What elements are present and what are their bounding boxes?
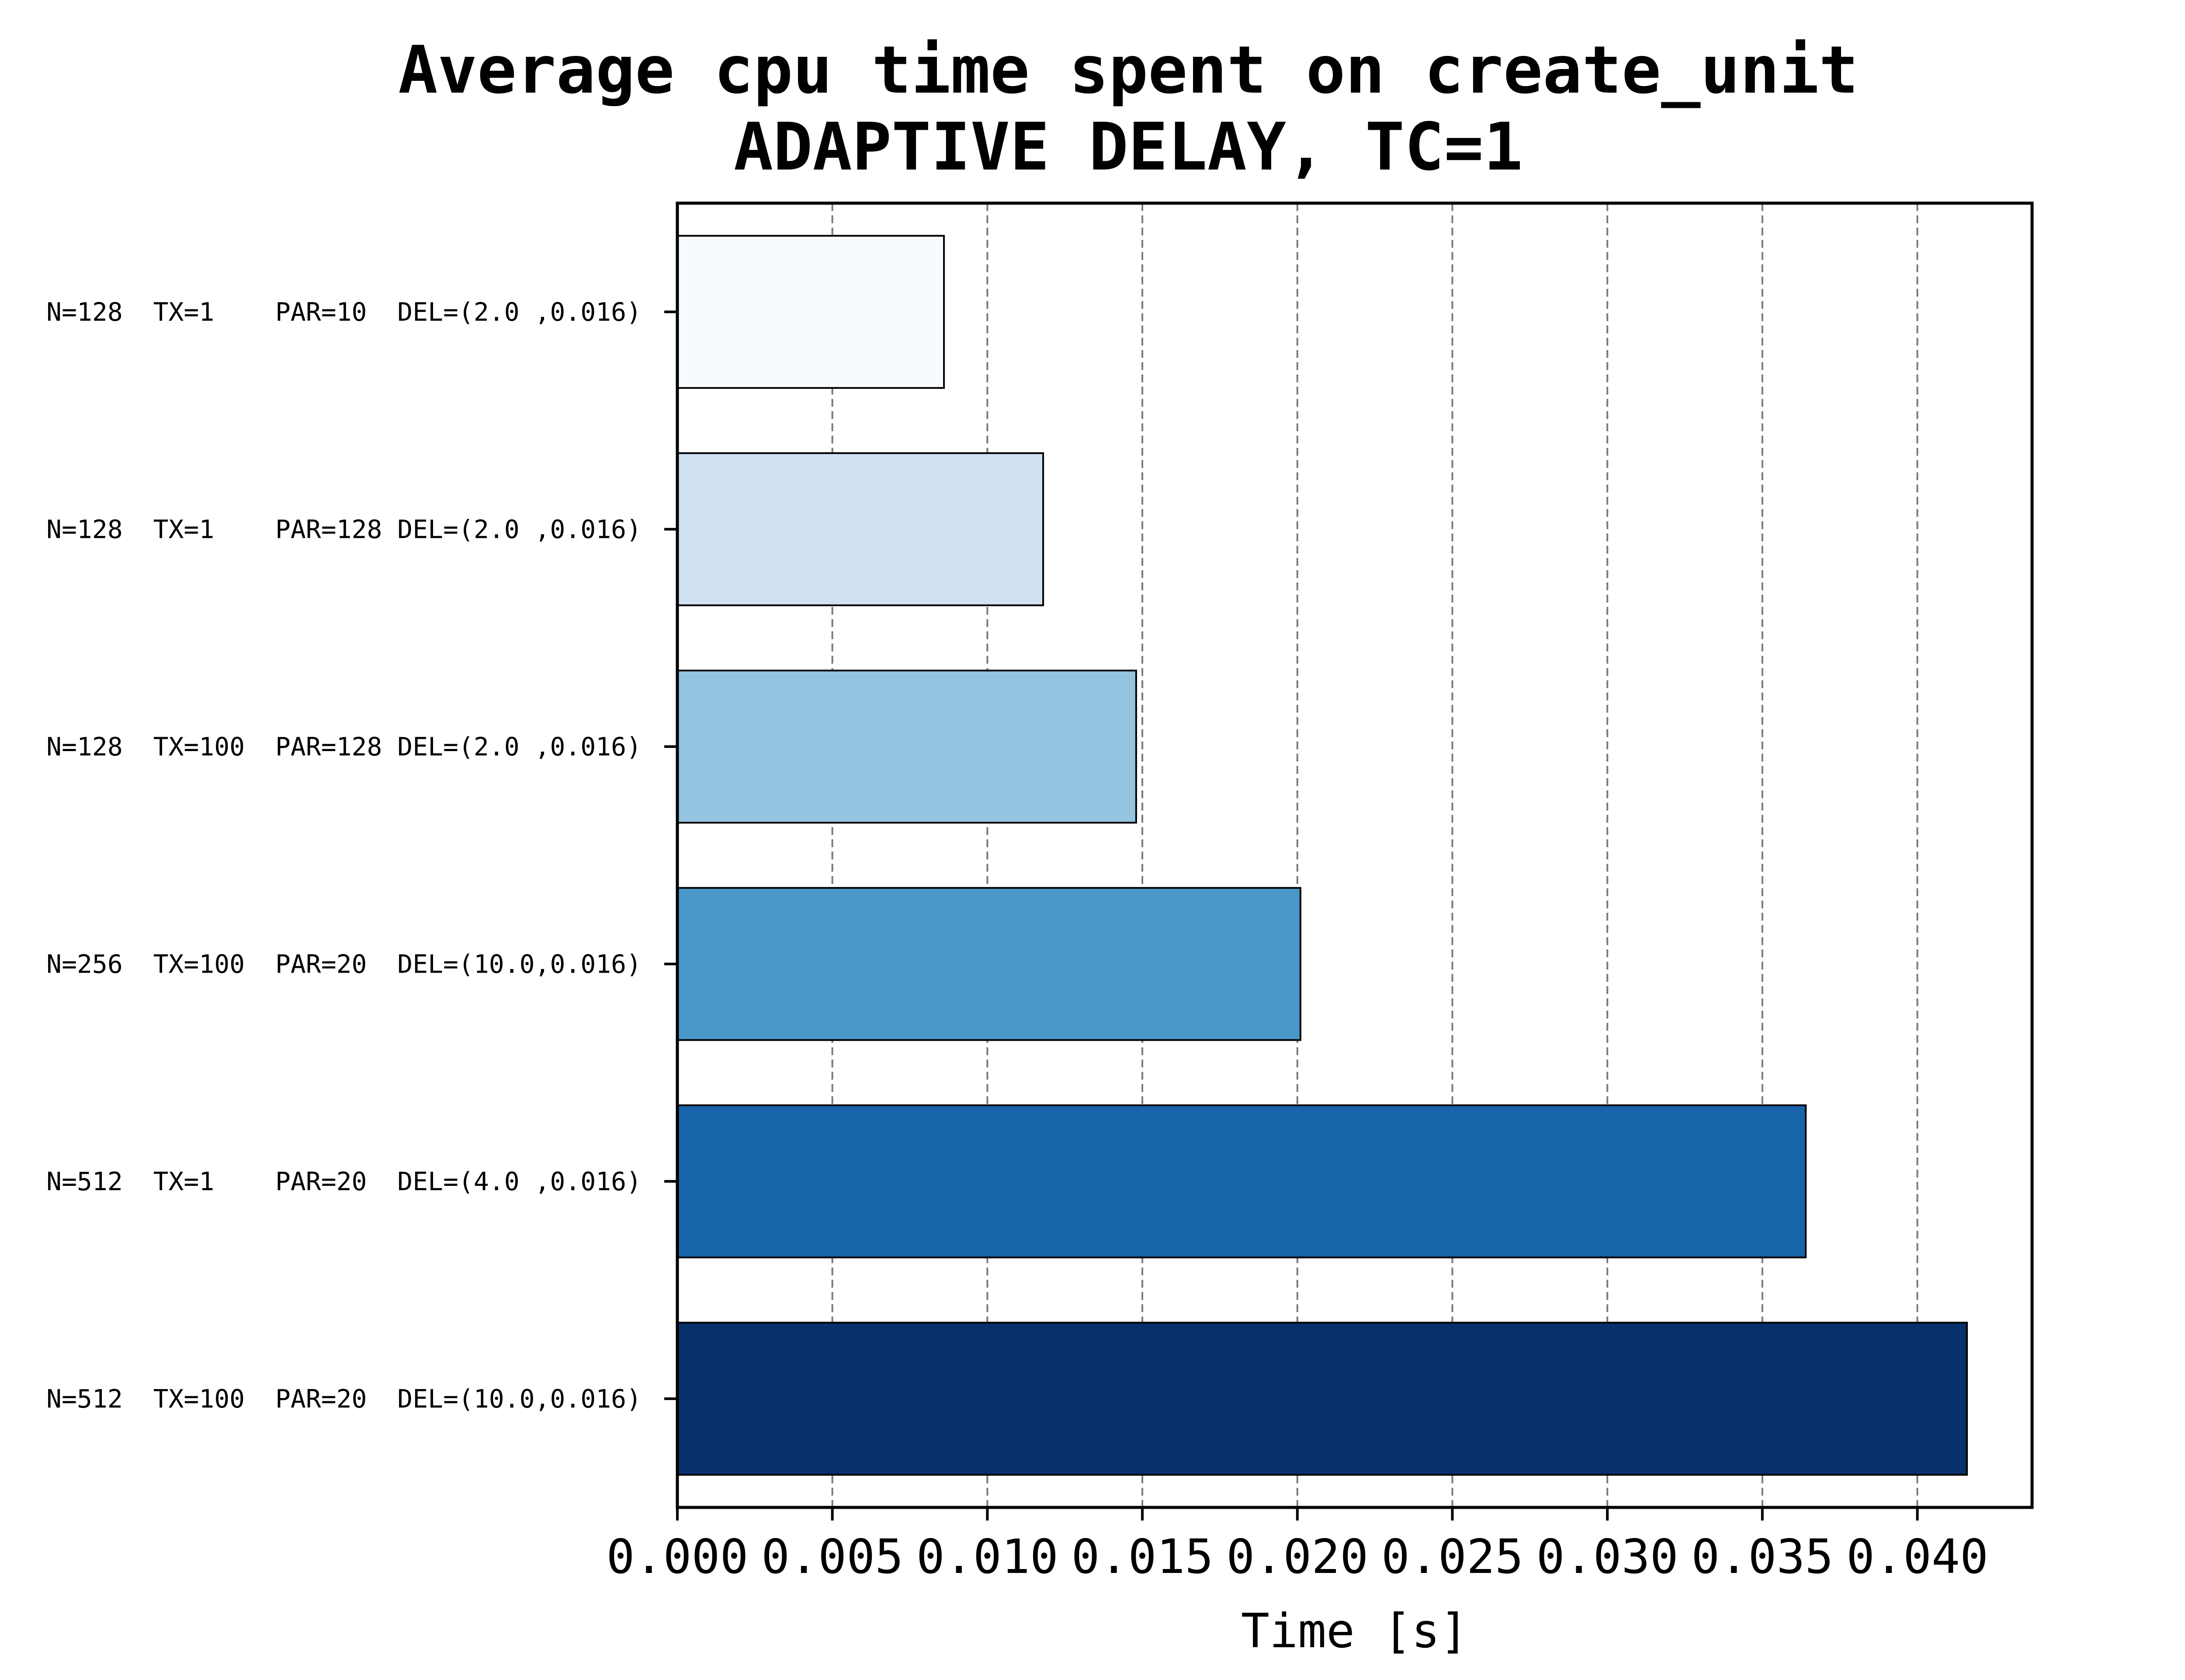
y-tick-label: N=512 TX=100 PAR=20 DEL=(10.0,0.016) — [46, 1384, 642, 1413]
x-tick-label: 0.005 — [761, 1530, 903, 1584]
x-tick-label: 0.035 — [1691, 1530, 1833, 1584]
y-tick-label: N=128 TX=100 PAR=128 DEL=(2.0 ,0.016) — [46, 732, 642, 762]
x-tick-label: 0.015 — [1072, 1530, 1214, 1584]
x-axis-label: Time [s] — [1241, 1604, 1468, 1659]
bar-3 — [676, 669, 1137, 824]
bar-4 — [676, 887, 1301, 1041]
y-tick-label: N=128 TX=1 PAR=128 DEL=(2.0 ,0.016) — [46, 514, 642, 544]
bar-2 — [676, 452, 1044, 606]
bar-1 — [676, 235, 945, 389]
x-tick-label: 0.040 — [1846, 1530, 1988, 1584]
bar-5 — [676, 1104, 1807, 1258]
grid-lines — [831, 203, 1918, 1507]
plot-frame — [676, 201, 2034, 1509]
chart-title-line-1: Average cpu time spent on create_unit — [398, 32, 1858, 108]
chart-title-line-2: ADAPTIVE DELAY, TC=1 — [734, 109, 1523, 185]
bar-6 — [676, 1322, 1968, 1476]
y-axis: N=128 TX=1 PAR=10 DEL=(2.0 ,0.016) N=128 … — [46, 297, 677, 1413]
x-tick-label: 0.030 — [1536, 1530, 1679, 1584]
x-tick-label: 0.000 — [606, 1530, 748, 1584]
x-tick-label: 0.010 — [916, 1530, 1058, 1584]
y-tick-label: N=512 TX=1 PAR=20 DEL=(4.0 ,0.016) — [46, 1167, 642, 1196]
y-tick-label: N=128 TX=1 PAR=10 DEL=(2.0 ,0.016) — [46, 297, 642, 327]
x-axis: 0.000 0.005 0.010 0.015 0.020 0.025 0.030 0.035… — [606, 1507, 1988, 1584]
x-tick-label: 0.020 — [1226, 1530, 1368, 1584]
x-tick-label: 0.025 — [1381, 1530, 1523, 1584]
bars — [676, 235, 1968, 1476]
y-tick-label: N=256 TX=100 PAR=20 DEL=(10.0,0.016) — [46, 949, 642, 979]
